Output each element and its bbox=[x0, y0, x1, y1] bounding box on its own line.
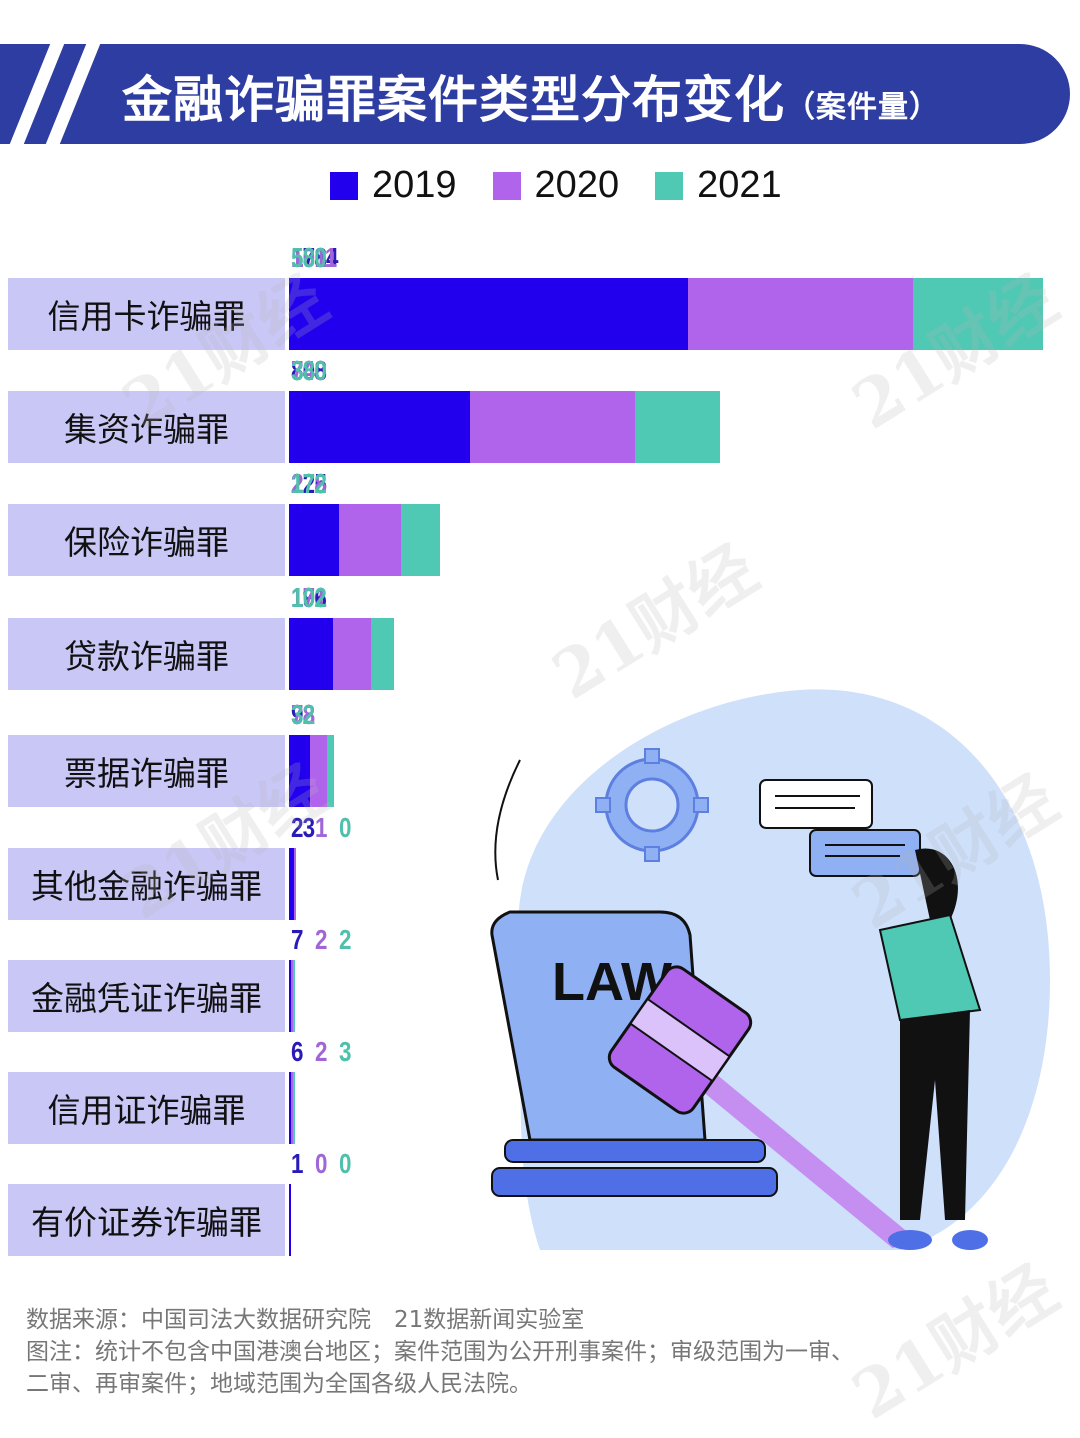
legend: 2019 2020 2021 bbox=[330, 164, 818, 207]
note-line: 图注：统计不包含中国港澳台地区；案件范围为公开刑事案件；审级范围为一审、 bbox=[26, 1339, 854, 1365]
category-label: 集资诈骗罪 bbox=[8, 391, 285, 463]
bar-segment-2019 bbox=[289, 848, 295, 920]
bar-segment-2020 bbox=[309, 735, 327, 807]
value-label-2019: 6 bbox=[291, 1036, 303, 1067]
category-label: 贷款诈骗罪 bbox=[8, 618, 285, 690]
category-label: 票据诈骗罪 bbox=[8, 735, 285, 807]
value-label-2020: 278 bbox=[291, 468, 327, 499]
category-label: 信用证诈骗罪 bbox=[8, 1072, 285, 1144]
chart-title: 金融诈骗罪案件类型分布变化（案件量） bbox=[122, 71, 940, 129]
bar-segment-2020 bbox=[291, 960, 293, 1032]
value-label-2021: 2 bbox=[339, 924, 351, 955]
value-label-2020: 1 bbox=[315, 812, 327, 843]
value-label-2020: 2 bbox=[315, 1036, 327, 1067]
title-banner bbox=[0, 44, 1070, 144]
legend-item-2020: 2020 bbox=[492, 164, 619, 207]
value-label-2019: 225 bbox=[291, 468, 327, 499]
gear-icon bbox=[595, 748, 709, 862]
value-label-2019: 7 bbox=[291, 924, 303, 955]
stacked-bar bbox=[289, 735, 335, 807]
value-label-2021: 32 bbox=[291, 699, 315, 730]
woman-figure bbox=[878, 848, 988, 1250]
chart-subtitle: （案件量） bbox=[785, 90, 940, 125]
value-label-2019: 196 bbox=[291, 582, 327, 613]
value-label-2020: 740 bbox=[291, 355, 327, 386]
value-label-2021: 380 bbox=[291, 355, 327, 386]
stacked-bar bbox=[289, 1072, 295, 1144]
bar-segment-2020 bbox=[332, 618, 371, 690]
speech-bubble-icon bbox=[759, 779, 921, 877]
value-label-2021: 0 bbox=[339, 812, 351, 843]
bar-segment-2019 bbox=[289, 391, 470, 463]
bar-segment-2019 bbox=[289, 1072, 291, 1144]
bar-segment-2019 bbox=[289, 618, 333, 690]
legend-item-2021: 2021 bbox=[655, 164, 782, 207]
stacked-bar bbox=[289, 960, 295, 1032]
category-label: 保险诈骗罪 bbox=[8, 504, 285, 576]
stacked-bar bbox=[289, 1184, 291, 1256]
stacked-bar bbox=[289, 848, 297, 920]
bar-segment-2019 bbox=[289, 278, 688, 350]
watermark: 21财经 bbox=[838, 1249, 1071, 1435]
value-label-2020: 78 bbox=[291, 699, 315, 730]
category-label: 信用卡诈骗罪 bbox=[8, 278, 285, 350]
value-label-2021: 0 bbox=[339, 1148, 351, 1179]
legend-swatch bbox=[330, 171, 358, 200]
bar-segment-2019 bbox=[289, 1184, 291, 1256]
value-label-2021: 580 bbox=[291, 242, 327, 273]
bar-segment-2021 bbox=[913, 278, 1043, 350]
bar-segment-2020 bbox=[339, 504, 402, 576]
gavel-icon bbox=[491, 965, 908, 1249]
value-label-2019: 92 bbox=[291, 699, 315, 730]
value-label-2021: 3 bbox=[339, 1036, 351, 1067]
value-label-2020: 171 bbox=[291, 582, 327, 613]
bar-segment-2020 bbox=[294, 848, 297, 920]
stacked-bar bbox=[289, 504, 440, 576]
bar-segment-2021 bbox=[401, 504, 440, 576]
value-label-2021: 172 bbox=[291, 468, 327, 499]
legend-item-2019: 2019 bbox=[330, 164, 457, 207]
bar-segment-2019 bbox=[289, 960, 291, 1032]
footnote: 数据来源：中国司法大数据研究院 21数据新闻实验室 图注：统计不包含中国港澳台地… bbox=[26, 1304, 854, 1400]
bar-segment-2020 bbox=[469, 391, 635, 463]
category-label: 有价证券诈骗罪 bbox=[8, 1184, 285, 1256]
note-line: 二审、再审案件；地域范围为全国各级人民法院。 bbox=[26, 1371, 532, 1397]
value-label-2020: 2 bbox=[315, 924, 327, 955]
bar-segment-2019 bbox=[289, 504, 340, 576]
stacked-bar bbox=[289, 391, 720, 463]
stacked-bar bbox=[289, 278, 1043, 350]
bar-segment-2021 bbox=[634, 391, 720, 463]
data-source: 数据来源：中国司法大数据研究院 21数据新闻实验室 bbox=[26, 1307, 585, 1333]
value-label-2019: 1 bbox=[291, 1148, 303, 1179]
value-label-2020: 0 bbox=[315, 1148, 327, 1179]
value-label-2021: 102 bbox=[291, 582, 327, 613]
value-label-2019: 808 bbox=[291, 355, 327, 386]
value-label-2020: 1011 bbox=[291, 242, 337, 273]
value-label-2019: 23 bbox=[291, 812, 315, 843]
legend-swatch bbox=[655, 171, 684, 200]
bar-segment-2021 bbox=[293, 1072, 295, 1144]
bar-segment-2020 bbox=[291, 1072, 293, 1144]
law-illustration: LAW bbox=[490, 689, 1050, 1250]
bar-segment-2020 bbox=[687, 278, 914, 350]
value-label-2019: 1784 bbox=[291, 242, 338, 273]
category-label: 其他金融诈骗罪 bbox=[8, 848, 285, 920]
legend-swatch bbox=[492, 171, 521, 200]
bar-segment-2021 bbox=[293, 960, 295, 1032]
bar-segment-2019 bbox=[289, 735, 310, 807]
bar-segment-2021 bbox=[370, 618, 394, 690]
bar-segment-2021 bbox=[326, 735, 335, 807]
category-label: 金融凭证诈骗罪 bbox=[8, 960, 285, 1032]
stacked-bar bbox=[289, 618, 394, 690]
